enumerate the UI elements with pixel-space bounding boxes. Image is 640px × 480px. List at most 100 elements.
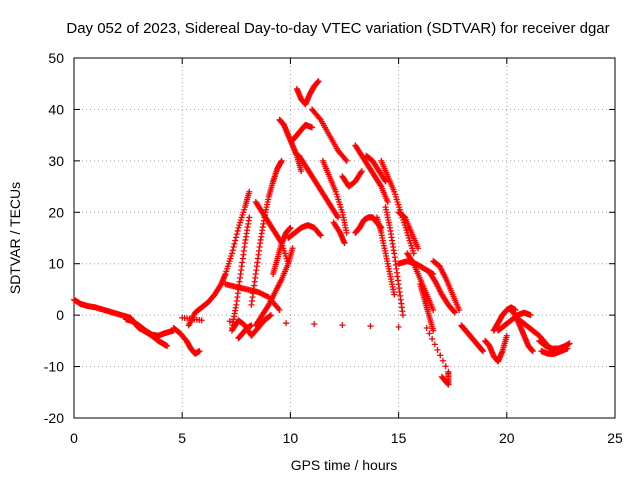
data-point <box>311 321 318 328</box>
data-point <box>164 343 171 349</box>
series-pass-18 <box>285 222 324 241</box>
data-point <box>246 188 253 195</box>
data-point <box>410 250 417 257</box>
series-pass-13 <box>252 245 296 329</box>
data-point <box>317 232 324 239</box>
series-pass-17 <box>293 78 322 108</box>
x-tick-label: 0 <box>70 430 78 446</box>
data-point <box>179 314 186 321</box>
x-tick-label: 15 <box>391 430 407 446</box>
series-pass-25 <box>363 152 389 185</box>
data-point <box>228 250 235 257</box>
y-axis-label: SDTVAR / TECUs <box>7 182 23 294</box>
data-point <box>377 182 384 189</box>
data-point <box>442 363 449 370</box>
data-point <box>232 237 239 244</box>
data-point <box>342 156 349 163</box>
data-point <box>315 78 322 85</box>
gridlines <box>74 58 615 418</box>
series-pass-10 <box>222 281 283 313</box>
data-point <box>456 307 463 313</box>
data-point <box>226 318 233 325</box>
series-pass-28 <box>382 204 406 319</box>
series-pass-15 <box>276 116 305 175</box>
series-pass-23 <box>339 168 365 190</box>
series-pass-40 <box>508 307 536 355</box>
data-point <box>196 348 203 355</box>
y-tick-label: 50 <box>48 50 64 66</box>
series-pass-06 <box>222 188 253 277</box>
data-point <box>437 352 444 359</box>
y-tick-label: -10 <box>44 359 64 375</box>
data-point <box>278 157 285 164</box>
series-pass-35 <box>425 268 458 316</box>
data-point <box>276 307 283 313</box>
data-point <box>430 327 437 334</box>
series-pass-36 <box>458 322 486 355</box>
data-point <box>527 312 534 319</box>
y-tick-label: 0 <box>56 307 64 323</box>
data-point <box>343 229 350 236</box>
x-axis-label: GPS time / hours <box>291 457 398 473</box>
data-point <box>399 312 406 319</box>
series-pass-21 <box>309 106 350 164</box>
data-point <box>233 234 240 241</box>
data-point <box>451 308 458 315</box>
data-point <box>409 259 416 266</box>
data-point <box>451 309 458 316</box>
axis-ticks: 0 5 10 15 20 25 -20 -10 0 10 20 30 40 50 <box>44 50 623 446</box>
chart-title: Day 052 of 2023, Sidereal Day-to-day VTE… <box>66 20 609 37</box>
series-pass-16 <box>289 121 316 144</box>
data-points <box>71 78 573 388</box>
data-point <box>439 357 446 364</box>
plot-frame <box>73 57 616 419</box>
series-outliers <box>179 314 452 388</box>
x-tick-label: 10 <box>283 430 299 446</box>
x-tick-label: 20 <box>499 430 515 446</box>
series-pass-30 <box>395 209 422 252</box>
data-point <box>316 115 323 122</box>
data-point <box>341 240 348 247</box>
data-point <box>479 348 486 355</box>
data-point <box>415 245 422 252</box>
series-pass-37 <box>482 332 510 365</box>
series-pass-19 <box>296 152 342 221</box>
y-tick-label: 30 <box>48 153 64 169</box>
data-point <box>503 332 510 339</box>
data-point <box>289 245 296 252</box>
series-pass-14 <box>270 224 294 277</box>
data-point <box>335 214 342 221</box>
series-pass-11 <box>248 157 285 308</box>
data-point <box>423 325 430 331</box>
series-pass-33 <box>417 281 437 334</box>
data-point <box>267 312 274 319</box>
data-point <box>233 231 240 238</box>
data-point <box>254 319 261 326</box>
data-point <box>445 368 452 375</box>
series-pass-01 <box>71 296 134 321</box>
series-pass-04 <box>170 325 203 357</box>
y-tick-label: 40 <box>48 101 64 117</box>
data-point <box>298 168 305 175</box>
y-tick-label: -20 <box>44 410 64 426</box>
data-point <box>230 244 237 250</box>
series-pass-22 <box>330 219 348 247</box>
data-point <box>358 169 364 176</box>
series-pass-43 <box>538 345 571 357</box>
data-point <box>431 341 438 348</box>
x-tick-label: 25 <box>607 430 623 446</box>
series-pass-34 <box>430 258 463 313</box>
series-pass-27 <box>373 214 398 298</box>
series-pass-07 <box>228 214 253 331</box>
y-tick-label: 20 <box>48 204 64 220</box>
data-point <box>367 323 374 330</box>
data-point <box>529 348 536 355</box>
data-point <box>309 124 316 131</box>
data-point <box>229 247 236 254</box>
series-pass-20 <box>319 157 350 236</box>
data-point <box>246 214 253 221</box>
data-point <box>391 291 398 298</box>
data-point <box>231 240 238 247</box>
data-point <box>343 157 350 164</box>
